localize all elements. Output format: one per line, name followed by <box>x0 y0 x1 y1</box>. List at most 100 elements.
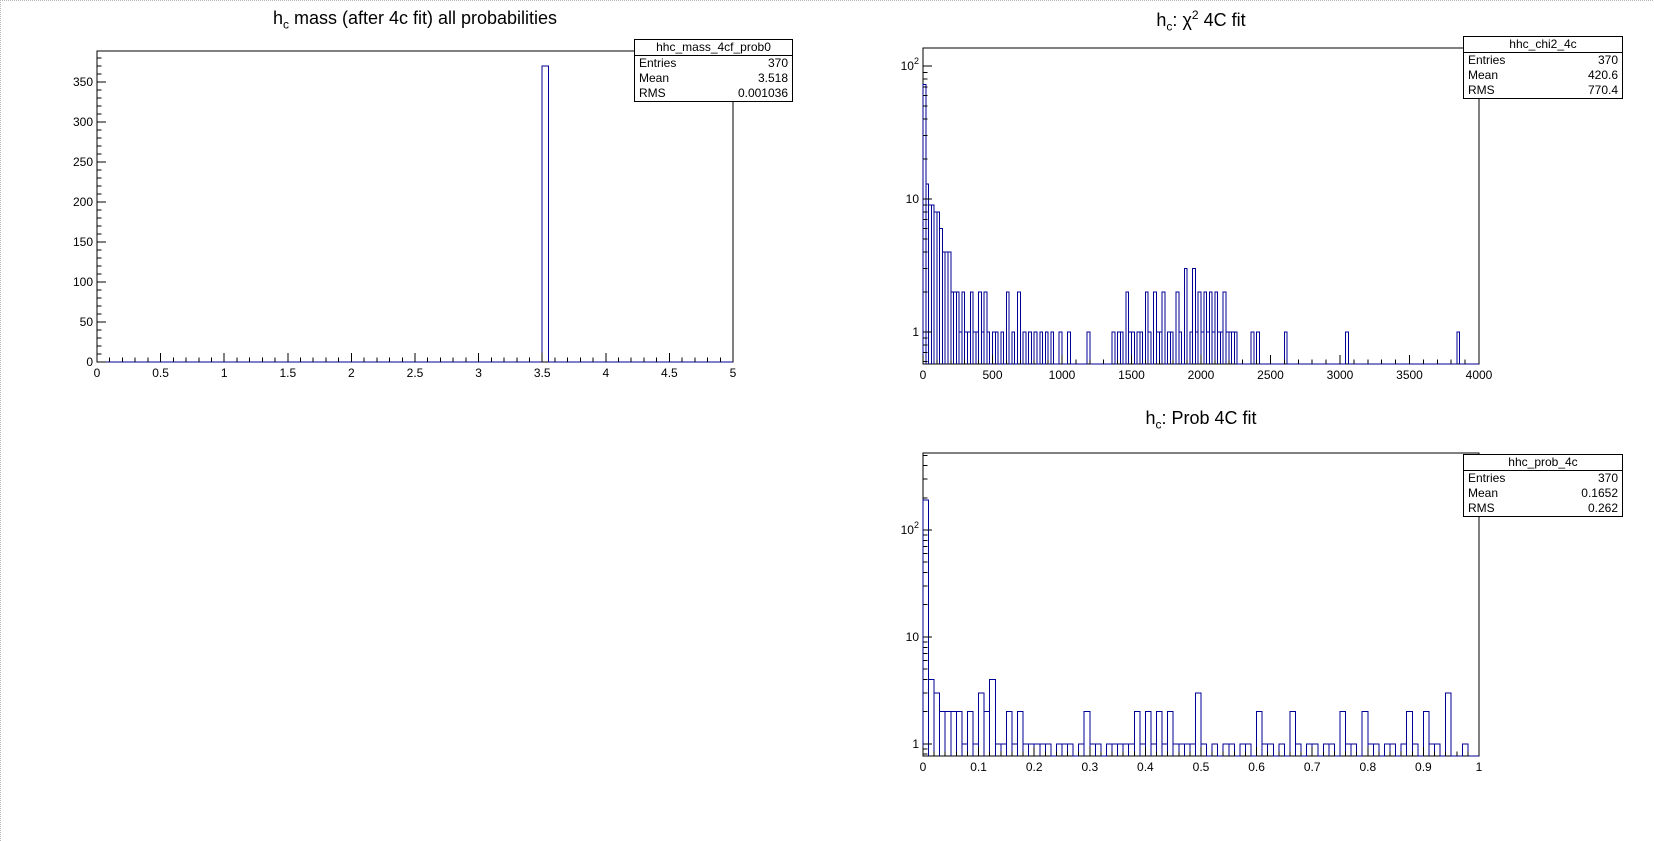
stats-label: RMS <box>639 86 666 100</box>
svg-text:0.4: 0.4 <box>1137 760 1154 774</box>
svg-text:102: 102 <box>901 56 919 73</box>
hc-chi2-histogram <box>922 83 1479 365</box>
svg-text:0: 0 <box>920 368 927 382</box>
hc-mass-histogram <box>97 65 733 363</box>
svg-text:10: 10 <box>906 192 920 206</box>
title-text: : Prob 4C fit <box>1161 408 1257 428</box>
svg-text:200: 200 <box>73 195 93 209</box>
stats-row: RMS 770.4 <box>1464 83 1622 98</box>
svg-text:0: 0 <box>920 760 927 774</box>
plot-title-prob: hc: Prob 4C fit <box>923 408 1479 432</box>
hc-chi2-x-axis: 0 500 1000 1500 2000 2500 3000 3500 4000 <box>920 355 1493 382</box>
svg-text:1: 1 <box>221 366 228 380</box>
stats-row: Entries 370 <box>635 56 792 71</box>
stats-value: 770.4 <box>1587 83 1618 97</box>
stats-label: RMS <box>1468 83 1495 97</box>
stats-value: 370 <box>767 56 788 70</box>
title-subscript: c <box>1155 417 1162 432</box>
title-text: : <box>1172 10 1183 30</box>
svg-text:10: 10 <box>906 630 920 644</box>
svg-text:0: 0 <box>94 366 101 380</box>
title-text: mass (after 4c fit) all probabilities <box>288 8 558 28</box>
stats-label: Mean <box>1468 486 1499 500</box>
stats-row: RMS 0.262 <box>1464 501 1622 516</box>
svg-text:0.7: 0.7 <box>1304 760 1321 774</box>
title-text: h <box>1156 10 1167 30</box>
stats-label: Mean <box>1468 68 1499 82</box>
stats-value: 3.518 <box>757 71 788 85</box>
stats-row: Entries 370 <box>1464 53 1622 68</box>
svg-text:0.9: 0.9 <box>1415 760 1432 774</box>
plot-title-mass: hc mass (after 4c fit) all probabilities <box>97 8 733 32</box>
svg-text:1: 1 <box>1476 760 1483 774</box>
hc-prob-histogram <box>922 499 1479 757</box>
stats-box-chi2: hhc_chi2_4c Entries 370 Mean 420.6 RMS 7… <box>1463 36 1623 99</box>
stats-label: Entries <box>639 56 677 70</box>
svg-text:3500: 3500 <box>1396 368 1423 382</box>
svg-text:0.1: 0.1 <box>970 760 987 774</box>
svg-text:100: 100 <box>73 275 93 289</box>
svg-text:102: 102 <box>901 520 919 537</box>
hc-chi2-y-axis: 1 10 102 <box>901 56 932 362</box>
svg-text:2500: 2500 <box>1257 368 1284 382</box>
svg-text:1: 1 <box>912 737 919 751</box>
stats-label: Entries <box>1468 53 1506 67</box>
stats-box-mass: hhc_mass_4cf_prob0 Entries 370 Mean 3.51… <box>634 39 793 102</box>
svg-text:3: 3 <box>475 366 482 380</box>
title-subscript: c <box>1166 19 1173 34</box>
svg-text:1: 1 <box>912 325 919 339</box>
stats-box-title: hhc_mass_4cf_prob0 <box>635 40 792 56</box>
title-text: h <box>1145 408 1156 428</box>
svg-text:1.5: 1.5 <box>279 366 296 380</box>
stats-row: Mean 3.518 <box>635 71 792 86</box>
svg-text:2: 2 <box>348 366 355 380</box>
title-superscript: 2 <box>1191 8 1199 22</box>
svg-text:2000: 2000 <box>1188 368 1215 382</box>
stats-row: Entries 370 <box>1464 471 1622 486</box>
svg-text:0.8: 0.8 <box>1359 760 1376 774</box>
svg-text:2.5: 2.5 <box>407 366 424 380</box>
title-subscript: c <box>282 17 289 32</box>
svg-text:500: 500 <box>982 368 1002 382</box>
stats-value: 0.001036 <box>737 86 788 100</box>
stats-row: Mean 420.6 <box>1464 68 1622 83</box>
stats-box-prob: hhc_prob_4c Entries 370 Mean 0.1652 RMS … <box>1463 454 1623 517</box>
svg-text:0.3: 0.3 <box>1081 760 1098 774</box>
svg-text:300: 300 <box>73 115 93 129</box>
stats-value: 0.262 <box>1587 501 1618 515</box>
stats-label: Mean <box>639 71 670 85</box>
stats-value: 370 <box>1597 53 1618 67</box>
stats-label: Entries <box>1468 471 1506 485</box>
hc-prob-x-axis: 0 0.1 0.2 0.3 0.4 0.5 0.6 0.7 0.8 0.9 1 <box>920 747 1483 774</box>
svg-text:3.5: 3.5 <box>534 366 551 380</box>
stats-box-title: hhc_chi2_4c <box>1464 37 1622 53</box>
stats-label: RMS <box>1468 501 1495 515</box>
svg-text:4: 4 <box>602 366 609 380</box>
title-text: 4C fit <box>1198 10 1246 30</box>
svg-text:0: 0 <box>86 355 93 369</box>
svg-text:0.6: 0.6 <box>1248 760 1265 774</box>
svg-text:250: 250 <box>73 155 93 169</box>
svg-text:5: 5 <box>730 366 737 380</box>
svg-text:1500: 1500 <box>1118 368 1145 382</box>
hc-mass-x-axis: 0 0.5 1 1.5 2 2.5 3 3.5 4 4.5 5 <box>94 353 737 380</box>
svg-text:4.5: 4.5 <box>661 366 678 380</box>
stats-value: 420.6 <box>1587 68 1618 82</box>
stats-row: Mean 0.1652 <box>1464 486 1622 501</box>
svg-text:4000: 4000 <box>1466 368 1493 382</box>
svg-text:0.2: 0.2 <box>1026 760 1043 774</box>
title-text: h <box>272 8 283 28</box>
svg-text:3000: 3000 <box>1327 368 1354 382</box>
stats-value: 370 <box>1597 471 1618 485</box>
svg-text:350: 350 <box>73 75 93 89</box>
svg-text:150: 150 <box>73 235 93 249</box>
svg-text:0.5: 0.5 <box>152 366 169 380</box>
chi-symbol: χ <box>1182 10 1192 30</box>
svg-text:1000: 1000 <box>1049 368 1076 382</box>
plot-title-chi2: hc: χ2 4C fit <box>923 8 1479 34</box>
svg-text:0.5: 0.5 <box>1193 760 1210 774</box>
hc-mass-y-axis: 0 50 100 150 200 250 300 350 <box>73 57 106 369</box>
stats-row: RMS 0.001036 <box>635 86 792 101</box>
